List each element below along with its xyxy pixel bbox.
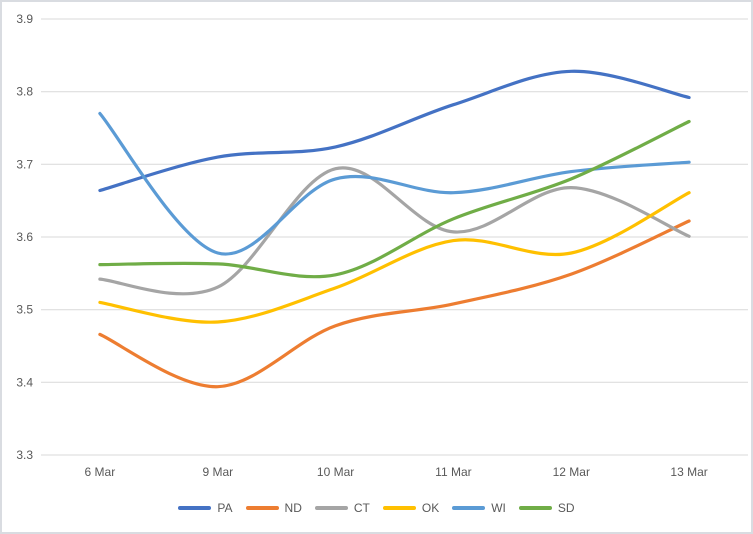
- y-axis-tick-label: 3.9: [16, 12, 33, 26]
- legend-label: OK: [421, 501, 440, 515]
- legend-item-ct[interactable]: CT: [314, 501, 370, 515]
- series-line-sd[interactable]: [98, 119, 691, 279]
- chart-legend: PA ND CT OK WI SD: [2, 501, 751, 515]
- legend-label: WI: [491, 501, 506, 515]
- y-axis-tick-label: 3.5: [16, 303, 33, 317]
- legend-label: SD: [557, 501, 575, 515]
- legend-line-swatch-icon: [178, 506, 212, 510]
- series-line-nd[interactable]: [98, 219, 691, 389]
- legend-line-swatch-icon: [518, 506, 552, 510]
- x-axis-tick-label: 10 Mar: [317, 465, 354, 479]
- legend-line-swatch-icon: [314, 506, 348, 510]
- x-axis-tick-label: 12 Mar: [553, 465, 590, 479]
- legend-line-swatch-icon: [245, 506, 279, 510]
- y-axis-tick-label: 3.3: [16, 448, 33, 462]
- legend-label: PA: [217, 501, 233, 515]
- legend-line-swatch-icon: [382, 506, 416, 510]
- legend-label: ND: [284, 501, 302, 515]
- legend-item-pa[interactable]: PA: [178, 501, 233, 515]
- x-axis-tick-label: 9 Mar: [202, 465, 233, 479]
- legend-item-sd[interactable]: SD: [518, 501, 575, 515]
- series-line-pa[interactable]: [98, 69, 691, 193]
- legend-line-swatch-icon: [452, 506, 486, 510]
- x-axis-tick-label: 13 Mar: [670, 465, 707, 479]
- series-line-ct[interactable]: [98, 166, 691, 296]
- y-axis-tick-label: 3.8: [16, 85, 33, 99]
- y-axis-tick-label: 3.7: [16, 157, 33, 171]
- y-axis-tick-label: 3.4: [16, 375, 33, 389]
- x-axis-tick-label: 11 Mar: [435, 465, 471, 479]
- series-line-wi[interactable]: [98, 111, 691, 256]
- y-axis-tick-label: 3.6: [16, 230, 33, 244]
- legend-item-nd[interactable]: ND: [245, 501, 302, 515]
- legend-label: CT: [353, 501, 370, 515]
- x-axis-tick-label: 6 Mar: [85, 465, 116, 479]
- legend-item-ok[interactable]: OK: [382, 501, 440, 515]
- legend-item-wi[interactable]: WI: [452, 501, 506, 515]
- series-line-ok[interactable]: [98, 191, 691, 324]
